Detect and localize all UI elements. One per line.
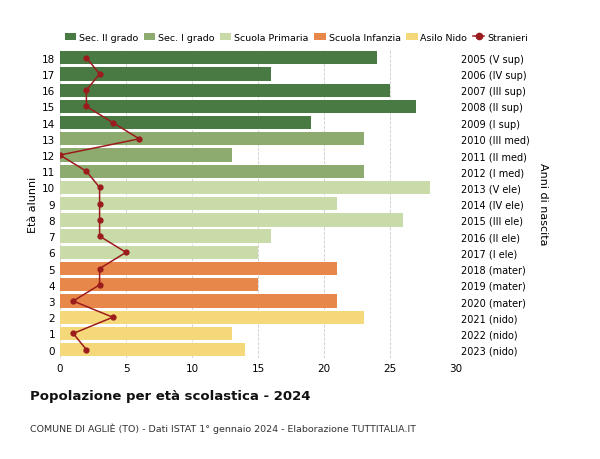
Bar: [60, 149, 232, 162]
Bar: [60, 214, 403, 227]
Bar: [60, 165, 364, 179]
Bar: [60, 311, 364, 324]
Bar: [60, 68, 271, 81]
Bar: [60, 117, 311, 130]
Bar: [60, 198, 337, 211]
Bar: [60, 263, 337, 276]
Text: COMUNE DI AGLIÈ (TO) - Dati ISTAT 1° gennaio 2024 - Elaborazione TUTTITALIA.IT: COMUNE DI AGLIÈ (TO) - Dati ISTAT 1° gen…: [30, 423, 416, 433]
Bar: [60, 101, 416, 114]
Y-axis label: Età alunni: Età alunni: [28, 176, 38, 232]
Text: Popolazione per età scolastica - 2024: Popolazione per età scolastica - 2024: [30, 389, 311, 403]
Bar: [60, 52, 377, 65]
Bar: [60, 343, 245, 357]
Bar: [60, 133, 364, 146]
Bar: [60, 295, 337, 308]
Y-axis label: Anni di nascita: Anni di nascita: [538, 163, 548, 246]
Bar: [60, 230, 271, 243]
Bar: [60, 84, 390, 98]
Bar: [60, 181, 430, 195]
Bar: [60, 246, 258, 259]
Bar: [60, 327, 232, 341]
Bar: [60, 279, 258, 292]
Legend: Sec. II grado, Sec. I grado, Scuola Primaria, Scuola Infanzia, Asilo Nido, Stran: Sec. II grado, Sec. I grado, Scuola Prim…: [65, 34, 528, 43]
